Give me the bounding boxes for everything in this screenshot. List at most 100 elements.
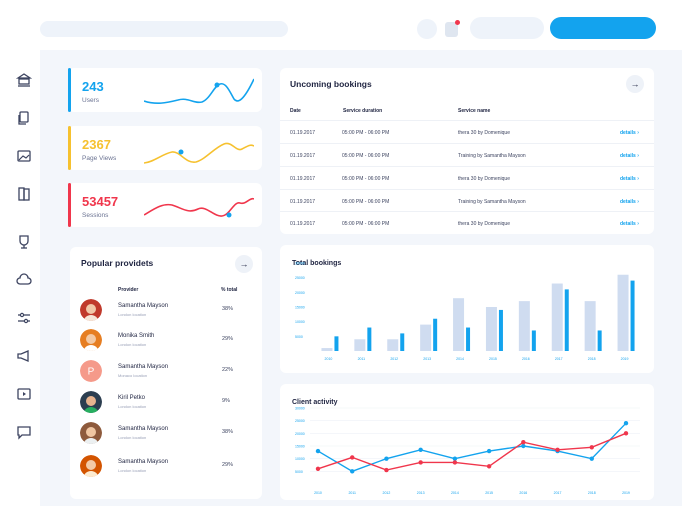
booking-duration: 05:00 PM - 06:00 PM	[342, 199, 390, 205]
y-tick-label: 10000	[295, 320, 305, 324]
booking-service: thera 30 by Domenique	[458, 221, 510, 227]
providers-arrow-button[interactable]: →	[235, 255, 253, 273]
bar-light	[551, 283, 563, 351]
top-bar	[0, 0, 682, 50]
chat-icon[interactable]	[16, 424, 32, 440]
image-icon[interactable]	[16, 148, 32, 164]
users-sparkline	[144, 78, 254, 105]
documents-icon[interactable]	[16, 110, 32, 126]
bookings-header-name: Service name	[458, 108, 491, 114]
bar-light	[321, 348, 333, 351]
booking-duration: 05:00 PM - 06:00 PM	[342, 153, 390, 159]
sparkline-point	[226, 212, 232, 218]
bar-blue	[334, 336, 339, 351]
point-series-red	[315, 466, 321, 471]
booking-date: 01.19.2017	[290, 199, 316, 205]
point-series-red	[623, 431, 629, 436]
booking-service: thera 30 by Domenique	[458, 176, 510, 182]
stat-card-page-views: 2367 Page Views	[68, 126, 262, 170]
x-tick-label: 2010	[325, 357, 333, 361]
search-input[interactable]	[40, 21, 288, 37]
bank-icon[interactable]	[15, 72, 33, 88]
provider-percent: 29%	[222, 336, 234, 342]
x-tick-label: 2019	[622, 491, 630, 495]
list-item[interactable]: P Samantha Mayson Monaco location 22%	[70, 357, 262, 388]
list-item[interactable]: Samantha Mayson London location 29%	[70, 452, 262, 483]
booking-service: Training by Samantha Mayson	[458, 153, 526, 159]
avatar	[80, 422, 102, 444]
x-tick-label: 2010	[314, 491, 322, 495]
y-tick-label: 5000	[295, 335, 303, 339]
details-link[interactable]: details ›	[620, 176, 639, 182]
point-series-red	[350, 455, 355, 460]
play-icon[interactable]	[16, 386, 32, 402]
notification-button[interactable]	[443, 20, 460, 38]
list-item[interactable]: Monika Smith London location 29%	[70, 326, 262, 357]
sparkline-point	[178, 149, 184, 155]
chevron-right-icon: ›	[637, 153, 639, 159]
list-item[interactable]: Kiril Petko London location 9%	[70, 388, 262, 419]
cloud-icon[interactable]	[16, 272, 32, 288]
details-link[interactable]: details ›	[620, 199, 639, 205]
x-tick-label: 2015	[489, 357, 497, 361]
profile-button[interactable]	[417, 19, 437, 39]
providers-title: Popular providets	[81, 258, 154, 268]
bar-light	[617, 274, 629, 351]
settings-sliders-icon[interactable]	[16, 310, 32, 326]
y-tick-label: 20000	[295, 291, 305, 295]
provider-location: London location	[118, 342, 147, 347]
book-icon[interactable]	[16, 186, 32, 202]
stat-value: 53457	[82, 194, 119, 209]
stat-accent-bar	[68, 183, 71, 227]
client-activity-title: Client activity	[292, 399, 338, 406]
provider-location: London location	[118, 312, 147, 317]
secondary-action-button[interactable]	[470, 17, 544, 39]
stat-accent-bar	[68, 68, 71, 112]
booking-date: 01.19.2017	[290, 176, 316, 182]
point-series-blue	[589, 456, 594, 461]
y-tick-label: 20000	[295, 432, 305, 436]
bar-blue	[498, 309, 503, 351]
client-activity-chart: 5000 10000 15000 20000 25000 30000 2010 2011 201…	[295, 407, 640, 495]
provider-name: Samantha Mayson	[118, 426, 169, 432]
point-series-blue	[521, 443, 526, 449]
avatar	[80, 329, 102, 351]
notification-icon	[445, 22, 458, 37]
table-row: 01.19.2017 05:00 PM - 06:00 PM thera 30 …	[280, 211, 654, 234]
x-tick-label: 2014	[451, 491, 459, 495]
avatar-initial: P	[88, 367, 95, 378]
stat-card-users: 243 Users	[68, 68, 262, 112]
provider-name: Samantha Mayson	[118, 364, 169, 370]
trophy-icon[interactable]	[16, 234, 32, 250]
bar-blue	[367, 327, 372, 351]
total-bookings-chart: 5000 10000 15000 20000 25000 30000 2010 2011 201…	[295, 262, 635, 361]
details-link[interactable]: details ›	[620, 130, 639, 136]
megaphone-icon[interactable]	[16, 348, 32, 364]
x-tick-label: 2011	[348, 491, 356, 495]
page-views-sparkline	[144, 142, 254, 164]
point-series-blue	[384, 456, 389, 461]
client-activity-card	[280, 384, 654, 500]
point-series-blue	[452, 456, 458, 461]
bookings-arrow-button[interactable]: →	[626, 75, 644, 93]
y-tick-label: 30000	[295, 262, 305, 266]
point-series-red	[452, 460, 458, 465]
bookings-card	[280, 68, 654, 234]
x-tick-label: 2017	[554, 491, 562, 495]
bar-blue	[630, 280, 635, 351]
bar-blue	[564, 289, 569, 351]
bookings-header-date: Date	[290, 108, 301, 114]
provider-location: Monaco location	[118, 373, 148, 378]
list-item[interactable]: Samantha Mayson London location 38%	[70, 296, 262, 327]
point-series-red	[384, 467, 389, 473]
provider-location: London location	[118, 468, 147, 473]
table-row: 01.19.2017 05:00 PM - 06:00 PM Training …	[280, 143, 654, 166]
primary-action-button[interactable]	[550, 17, 656, 39]
details-link[interactable]: details ›	[620, 153, 639, 159]
bar-blue	[597, 330, 602, 351]
point-series-red	[589, 445, 594, 450]
table-row: 01.19.2017 05:00 PM - 06:00 PM thera 30 …	[280, 120, 654, 143]
details-link[interactable]: details ›	[620, 221, 639, 227]
list-item[interactable]: Samantha Mayson London location 38%	[70, 419, 262, 450]
details-label: details	[620, 153, 636, 159]
